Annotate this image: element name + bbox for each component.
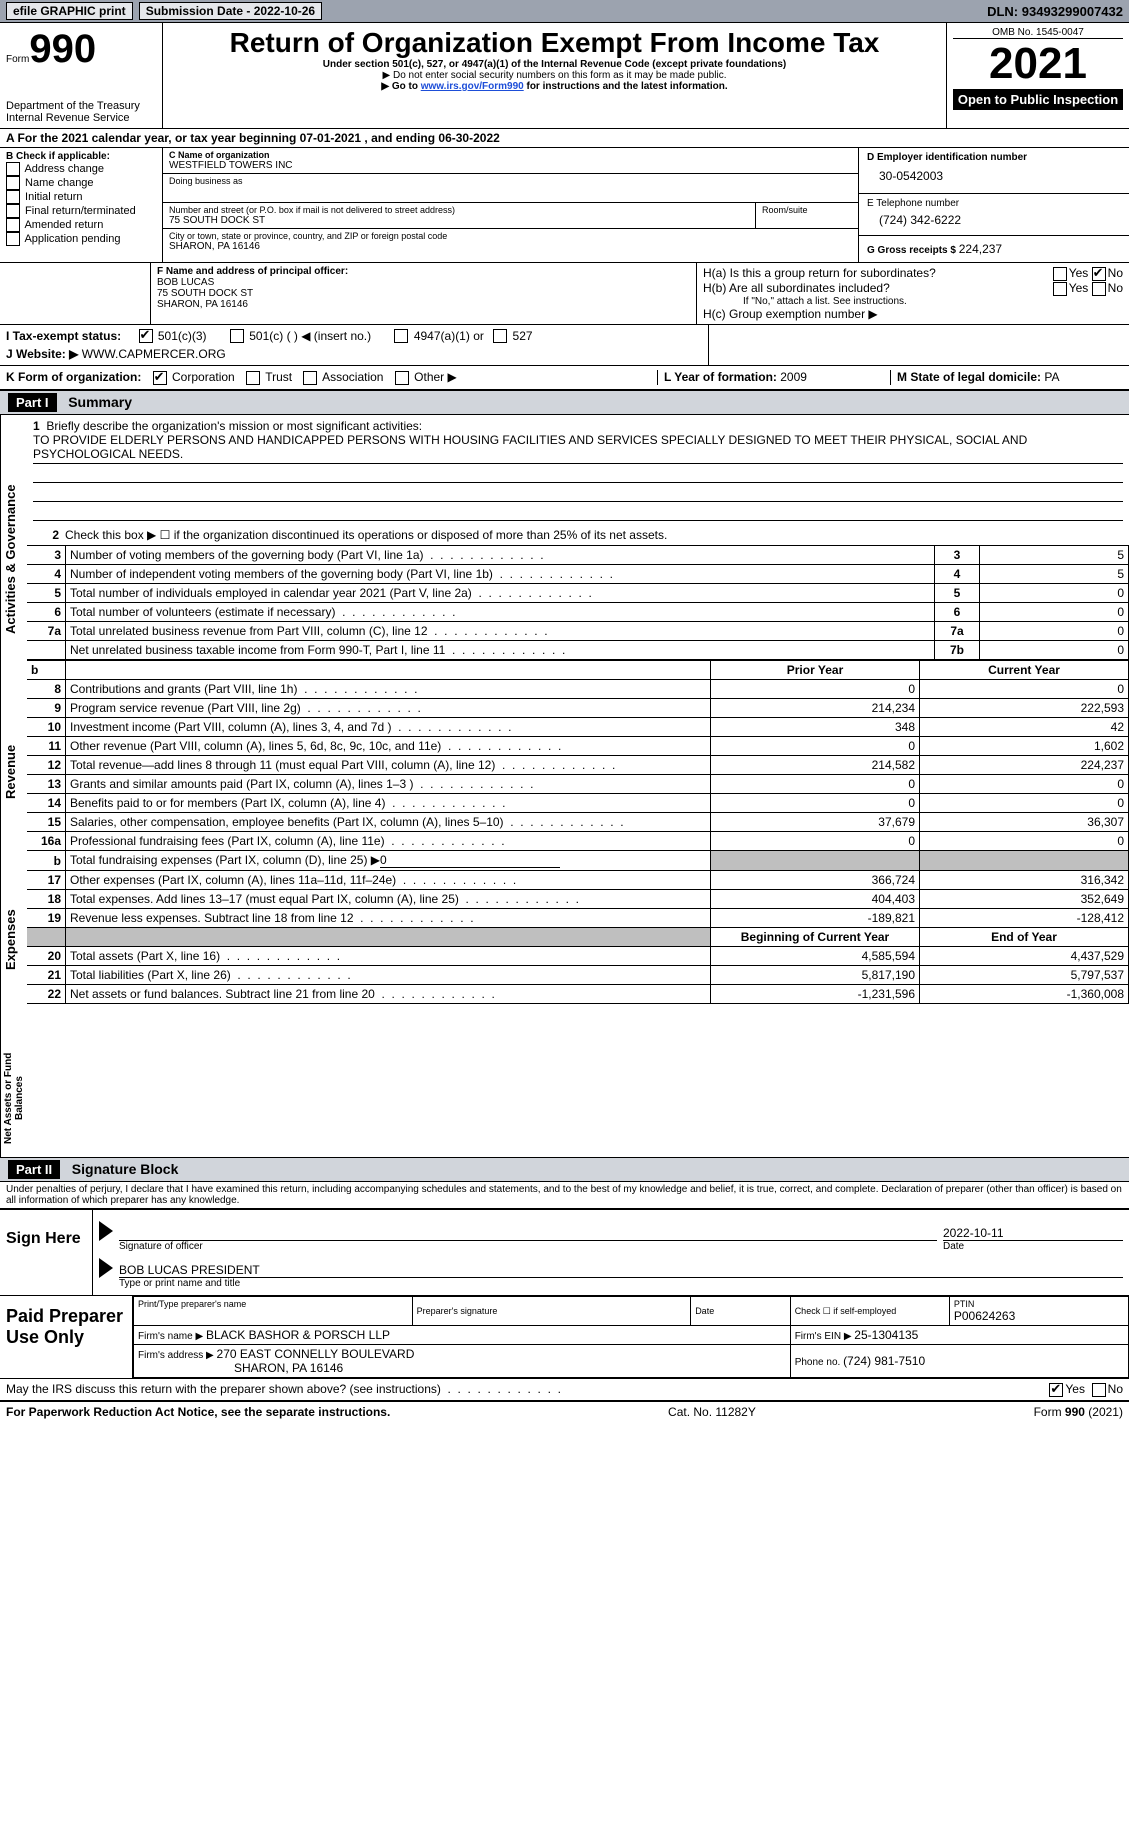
tax-year: 2021 <box>953 39 1123 89</box>
summary-line-14: 14Benefits paid to or for members (Part … <box>27 794 1129 813</box>
checkbox-final-return-terminated[interactable]: Final return/terminated <box>6 204 156 218</box>
part1-header: Part I Summary <box>0 390 1129 415</box>
paid-preparer-block: Paid Preparer Use Only Print/Type prepar… <box>0 1296 1129 1379</box>
website: WWW.CAPMERCER.ORG <box>82 347 226 361</box>
part1-body: Activities & Governance Revenue Expenses… <box>0 415 1129 1157</box>
summary-line-7a: 7aTotal unrelated business revenue from … <box>27 622 1129 641</box>
arrow-icon <box>99 1221 113 1241</box>
gross-receipts: 224,237 <box>959 242 1002 256</box>
part2-header: Part II Signature Block <box>0 1157 1129 1182</box>
sign-here-block: Sign Here 2022-10-11 Signature of office… <box>0 1209 1129 1296</box>
declaration: Under penalties of perjury, I declare th… <box>0 1182 1129 1209</box>
checkbox-application-pending[interactable]: Application pending <box>6 232 156 246</box>
efile-tag: efile GRAPHIC print <box>6 2 133 20</box>
open-inspection: Open to Public Inspection <box>953 89 1123 110</box>
summary-line-13: 13Grants and similar amounts paid (Part … <box>27 775 1129 794</box>
arrow-icon <box>99 1258 113 1278</box>
line-a: A For the 2021 calendar year, or tax yea… <box>0 129 1129 148</box>
summary-line-4: 4Number of independent voting members of… <box>27 565 1129 584</box>
summary-line-7b: Net unrelated business taxable income fr… <box>27 641 1129 660</box>
summary-line-b: bTotal fundraising expenses (Part IX, co… <box>27 851 1129 871</box>
checkbox-address-change[interactable]: Address change <box>6 162 156 176</box>
summary-line-12: 12Total revenue—add lines 8 through 11 (… <box>27 756 1129 775</box>
page-footer: For Paperwork Reduction Act Notice, see … <box>0 1400 1129 1422</box>
summary-line-17: 17Other expenses (Part IX, column (A), l… <box>27 871 1129 890</box>
dln: DLN: 93493299007432 <box>987 4 1123 19</box>
summary-line-11: 11Other revenue (Part VIII, column (A), … <box>27 737 1129 756</box>
org-name: WESTFIELD TOWERS INC <box>169 160 852 171</box>
efile-bar: efile GRAPHIC print Submission Date - 20… <box>0 0 1129 22</box>
form-header: Form990 Department of the Treasury Inter… <box>0 22 1129 129</box>
summary-line-5: 5Total number of individuals employed in… <box>27 584 1129 603</box>
summary-line-22: 22Net assets or fund balances. Subtract … <box>27 985 1129 1004</box>
irs-link[interactable]: www.irs.gov/Form990 <box>421 81 524 92</box>
summary-line-19: 19Revenue less expenses. Subtract line 1… <box>27 909 1129 928</box>
phone: (724) 342-6222 <box>867 209 1121 231</box>
summary-line-9: 9Program service revenue (Part VIII, lin… <box>27 699 1129 718</box>
summary-line-18: 18Total expenses. Add lines 13–17 (must … <box>27 890 1129 909</box>
summary-line-3: 3Number of voting members of the governi… <box>27 546 1129 565</box>
entity-info: B Check if applicable: Address change Na… <box>0 148 1129 263</box>
officer-name: BOB LUCAS PRESIDENT <box>119 1263 1123 1278</box>
summary-line-16a: 16aProfessional fundraising fees (Part I… <box>27 832 1129 851</box>
summary-line-15: 15Salaries, other compensation, employee… <box>27 813 1129 832</box>
summary-line-8: 8Contributions and grants (Part VIII, li… <box>27 680 1129 699</box>
form-title: Return of Organization Exempt From Incom… <box>169 27 940 59</box>
summary-line-10: 10Investment income (Part VIII, column (… <box>27 718 1129 737</box>
officer-group: F Name and address of principal officer:… <box>0 263 1129 325</box>
submission-date: Submission Date - 2022-10-26 <box>139 2 322 20</box>
summary-line-6: 6Total number of volunteers (estimate if… <box>27 603 1129 622</box>
checkbox-name-change[interactable]: Name change <box>6 176 156 190</box>
summary-line-21: 21Total liabilities (Part X, line 26)5,8… <box>27 966 1129 985</box>
checkbox-amended-return[interactable]: Amended return <box>6 218 156 232</box>
summary-line-20: 20Total assets (Part X, line 16)4,585,59… <box>27 947 1129 966</box>
mission-text: TO PROVIDE ELDERLY PERSONS AND HANDICAPP… <box>33 433 1123 464</box>
form-number: 990 <box>29 27 96 71</box>
ein: 30-0542003 <box>867 163 1121 189</box>
checkbox-initial-return[interactable]: Initial return <box>6 190 156 204</box>
